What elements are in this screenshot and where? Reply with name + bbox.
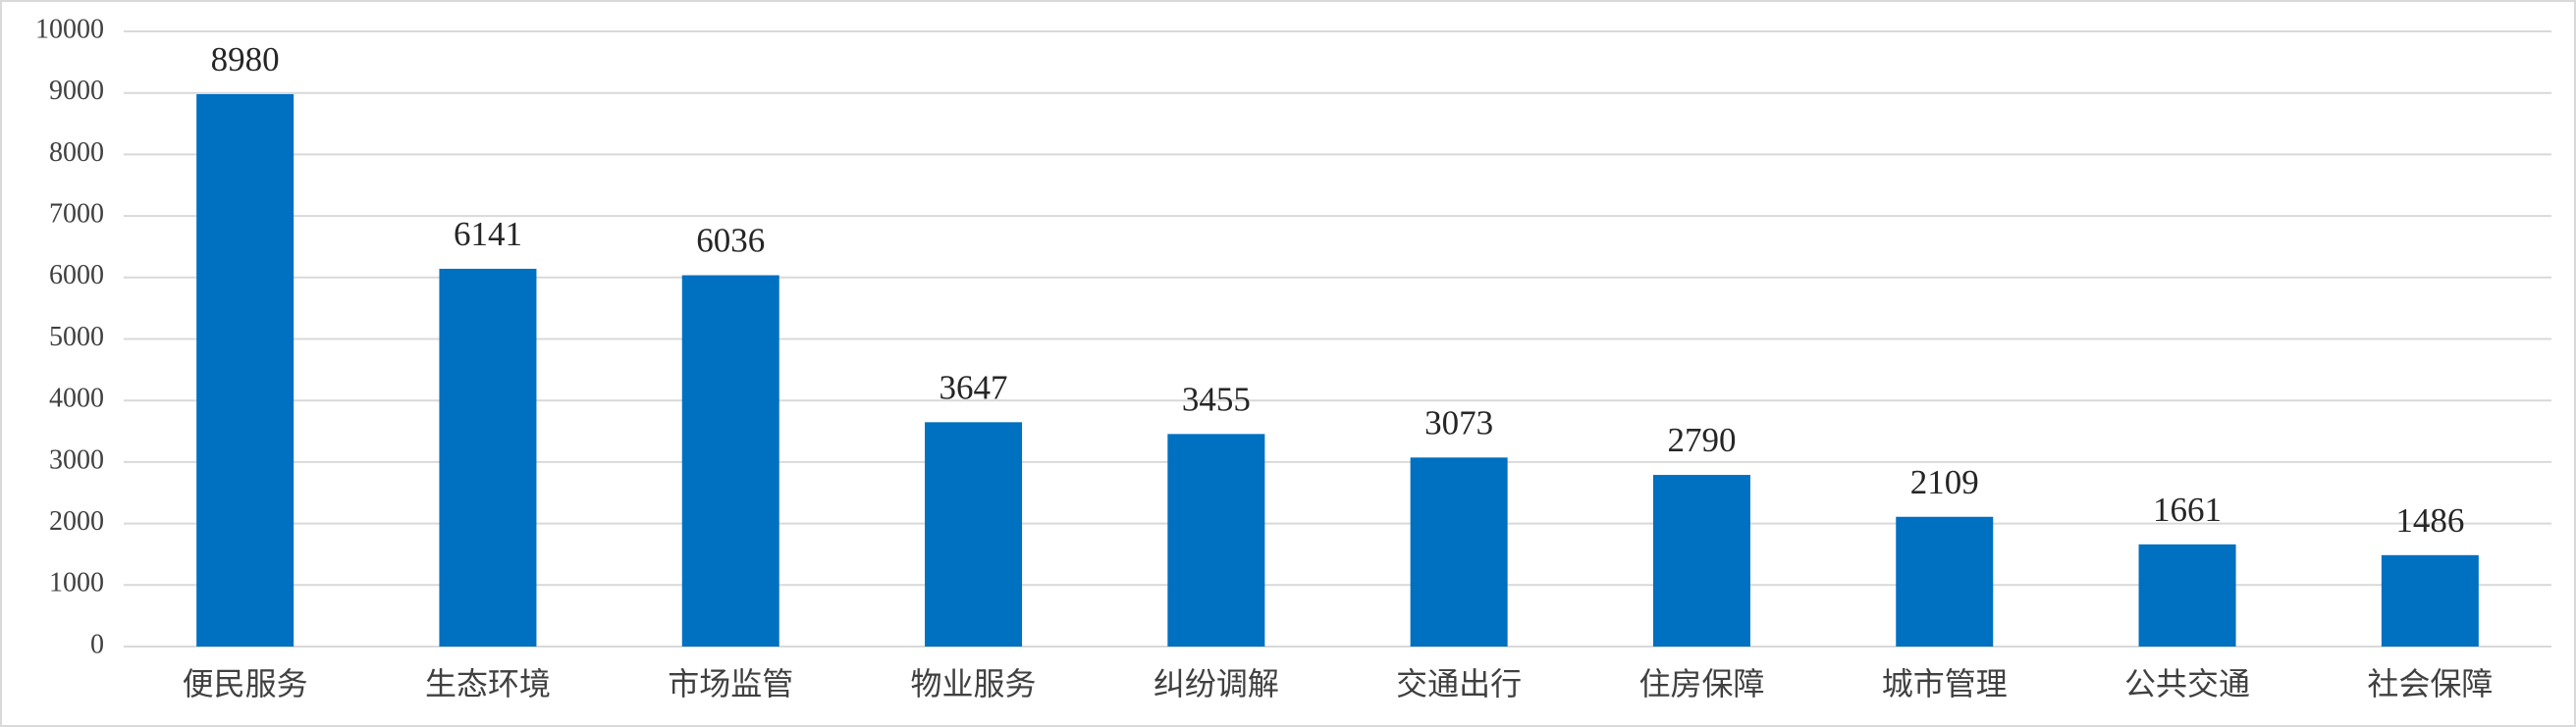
y-tick-label: 5000: [49, 322, 104, 352]
data-label: 1486: [2395, 501, 2464, 540]
data-label: 6036: [696, 222, 765, 260]
bar: [681, 275, 779, 647]
bar: [439, 268, 537, 647]
y-tick-label: 0: [90, 629, 104, 659]
bar: [1652, 475, 1750, 647]
bar: [2138, 544, 2236, 647]
x-tick-label: 生态环境: [425, 665, 551, 702]
x-tick-label: 住房保障: [1638, 665, 1764, 702]
x-tick-label: 城市管理: [1882, 665, 2008, 702]
bar: [1410, 457, 1508, 647]
y-tick-label: 4000: [49, 384, 104, 414]
bar: [2381, 554, 2479, 647]
x-tick-label: 社会保障: [2367, 665, 2493, 702]
x-tick-label: 交通出行: [1396, 665, 1522, 702]
x-tick-label: 公共交通: [2124, 665, 2250, 702]
data-label: 2790: [1667, 421, 1736, 459]
bar: [1896, 516, 1994, 647]
bar: [925, 422, 1023, 647]
y-tick-label: 3000: [49, 444, 104, 475]
data-label: 3455: [1182, 380, 1251, 418]
data-label: 8980: [211, 40, 280, 78]
data-label: 3647: [939, 368, 1008, 406]
y-tick-label: 2000: [49, 506, 104, 537]
y-tick-label: 8000: [49, 137, 104, 168]
x-tick-label: 物业服务: [911, 665, 1037, 702]
x-tick-label: 便民服务: [183, 665, 308, 702]
data-label: 2109: [1910, 463, 1979, 501]
bar: [196, 93, 295, 648]
data-label: 1661: [2153, 491, 2222, 529]
y-tick-label: 1000: [49, 568, 104, 598]
bar: [1167, 434, 1265, 647]
data-label: 6141: [454, 215, 522, 253]
x-tick-label: 纠纷调解: [1154, 665, 1279, 702]
y-tick-label: 10000: [35, 14, 104, 44]
y-tick-label: 7000: [49, 199, 104, 230]
x-tick-label: 市场监管: [668, 665, 793, 702]
y-tick-label: 9000: [49, 76, 104, 106]
y-tick-label: 6000: [49, 260, 104, 290]
data-label: 3073: [1424, 403, 1493, 441]
